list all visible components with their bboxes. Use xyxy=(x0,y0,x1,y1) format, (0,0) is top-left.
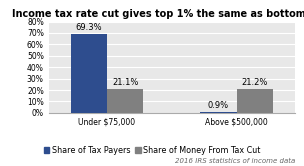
Text: 2016 IRS statistics of income data: 2016 IRS statistics of income data xyxy=(174,158,295,164)
Bar xyxy=(200,112,237,113)
Title: Income tax rate cut gives top 1% the same as bottom 70%: Income tax rate cut gives top 1% the sam… xyxy=(12,9,304,19)
Bar xyxy=(237,89,273,113)
Text: 21.1%: 21.1% xyxy=(112,78,138,87)
Legend: Share of Tax Payers, Share of Money From Tax Cut: Share of Tax Payers, Share of Money From… xyxy=(40,142,264,158)
Bar xyxy=(107,89,143,113)
Text: 0.9%: 0.9% xyxy=(208,101,229,111)
Bar xyxy=(71,34,107,113)
Text: 21.2%: 21.2% xyxy=(241,78,268,87)
Text: 69.3%: 69.3% xyxy=(75,23,102,32)
